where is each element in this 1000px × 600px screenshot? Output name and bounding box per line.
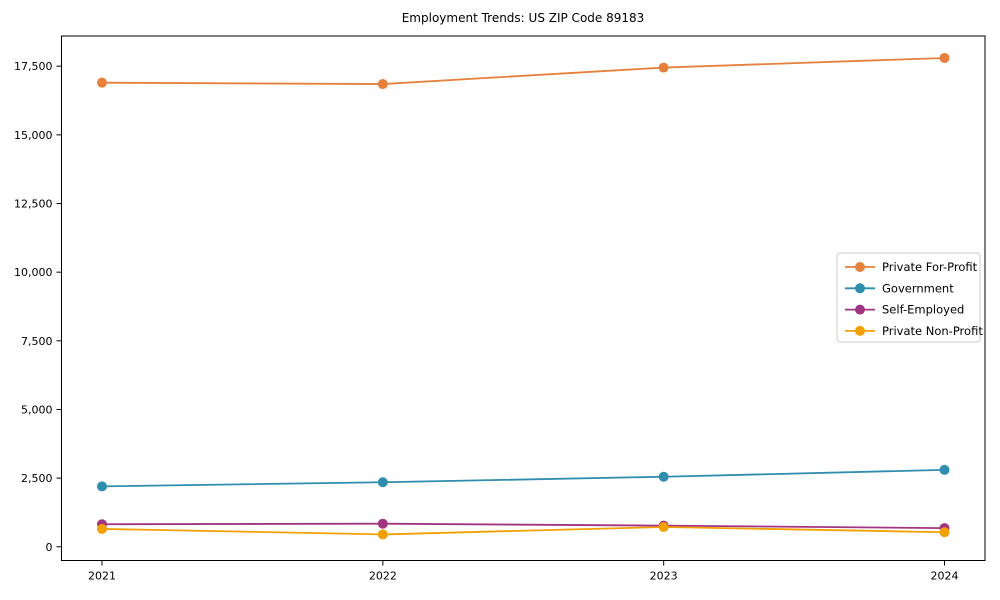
data-point-private-non-profit xyxy=(377,529,388,540)
data-point-government xyxy=(97,481,107,492)
y-tick-label: 0 xyxy=(46,541,53,554)
data-point-private-non-profit xyxy=(97,523,107,534)
plot-frame xyxy=(61,35,986,561)
legend-label-self-employed: Self-Employed xyxy=(882,303,964,317)
data-point-government xyxy=(939,464,950,475)
x-tick-label: 2024 xyxy=(931,570,959,583)
y-tick-label: 17,500 xyxy=(14,60,53,73)
series-line-self-employed xyxy=(101,522,945,529)
legend-marker-self-employed xyxy=(855,304,865,315)
x-tick-label: 2023 xyxy=(650,570,678,583)
y-tick-label: 15,000 xyxy=(14,129,53,142)
series-line-private-for-profit xyxy=(101,57,945,85)
data-point-private-for-profit xyxy=(377,79,388,90)
legend-label-private-for-profit: Private For-Profit xyxy=(882,260,978,274)
series-group xyxy=(97,52,950,540)
y-tick-label: 5,000 xyxy=(21,403,53,416)
legend-label-private-non-profit: Private Non-Profit xyxy=(882,324,983,338)
data-point-government xyxy=(377,477,388,488)
legend-marker-government xyxy=(855,283,865,294)
series-line-private-non-profit xyxy=(101,526,945,536)
legend: Private For-Profit Government Self-Employe… xyxy=(836,252,983,343)
x-tick-label: 2021 xyxy=(88,570,116,583)
x-tick-label: 2022 xyxy=(369,570,397,583)
y-tick-label: 10,000 xyxy=(14,266,53,279)
data-point-self-employed xyxy=(377,518,388,529)
legend-label-government: Government xyxy=(882,281,954,295)
y-tick-label: 2,500 xyxy=(21,472,53,485)
x-axis: 2021 2022 2023 2024 xyxy=(88,560,959,583)
data-point-private-for-profit xyxy=(97,77,107,88)
data-point-private-non-profit xyxy=(939,527,950,538)
legend-marker-private-for-profit xyxy=(855,262,865,272)
series-line-government xyxy=(101,468,945,488)
y-tick-label: 12,500 xyxy=(14,198,53,211)
data-point-government xyxy=(658,471,669,482)
y-tick-label: 7,500 xyxy=(21,335,53,348)
legend-marker-private-non-profit xyxy=(855,325,865,336)
legend-box xyxy=(836,252,981,343)
chart-title: Employment Trends: US ZIP Code 89183 xyxy=(402,11,645,25)
y-axis: 0 2,500 5,000 7,500 10,000 12,500 15,000 17,500 xyxy=(14,60,62,554)
data-point-private-for-profit xyxy=(658,62,669,73)
data-point-private-for-profit xyxy=(939,52,950,63)
data-point-private-non-profit xyxy=(658,521,669,532)
